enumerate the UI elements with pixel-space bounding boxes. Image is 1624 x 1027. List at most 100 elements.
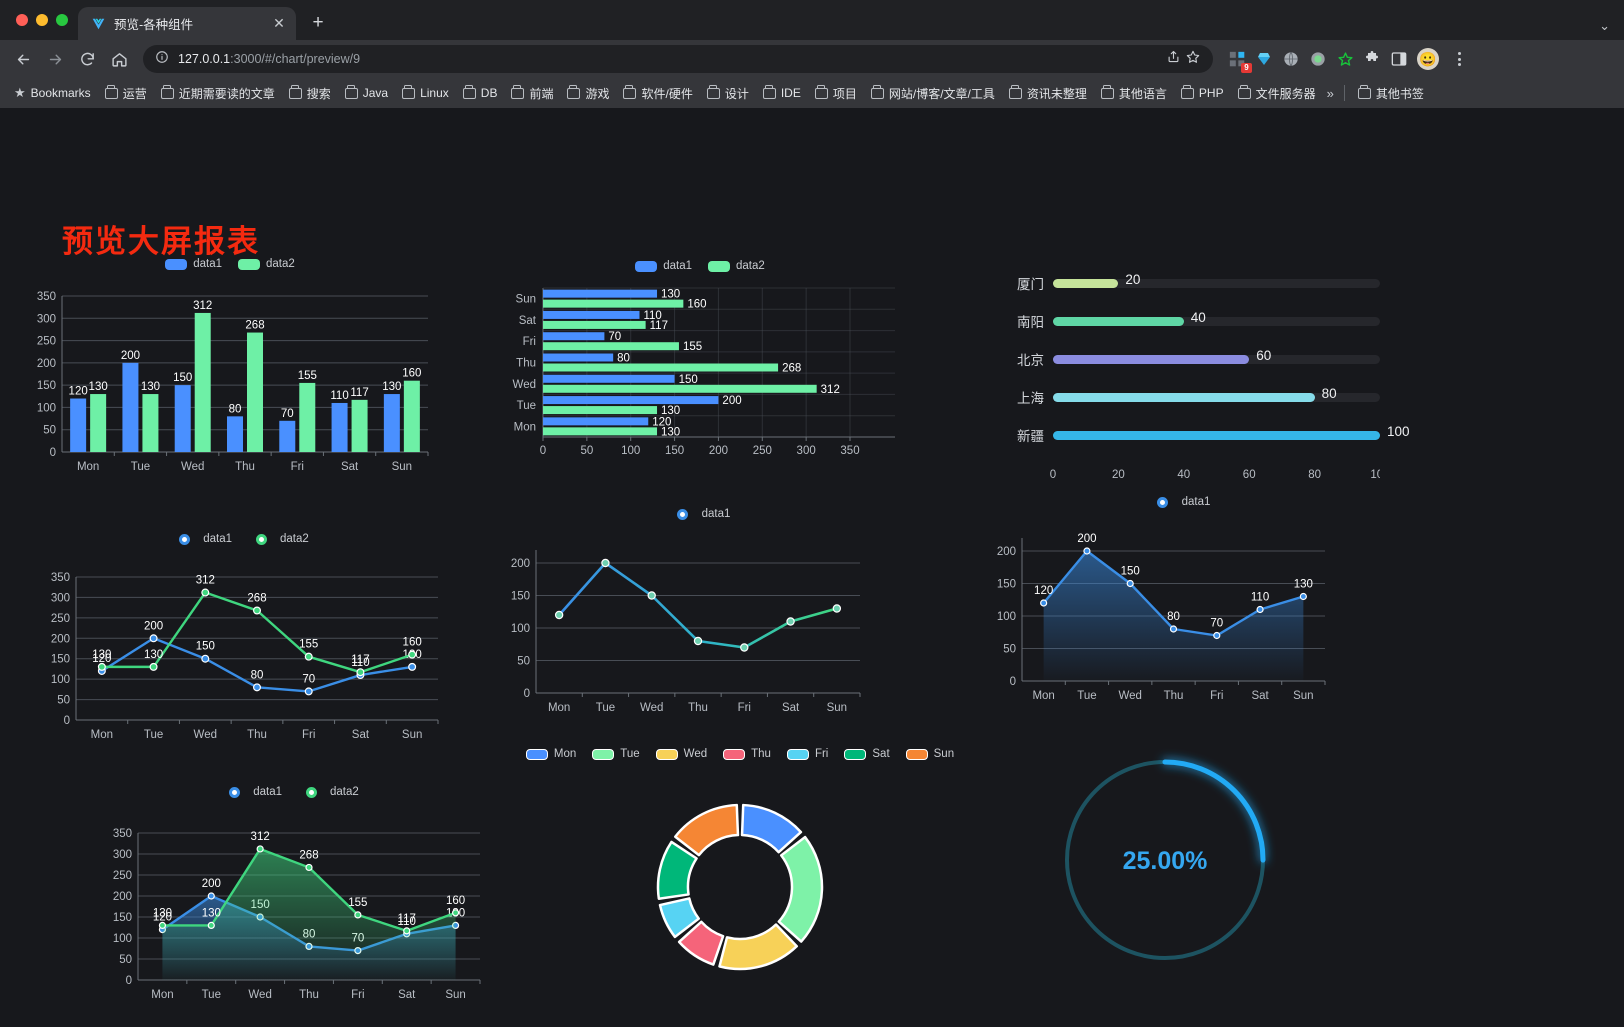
legend-item-data2[interactable]: data2 [298,786,359,798]
bookmark-folder-8[interactable]: 软件/硬件 [616,82,699,105]
diamond-icon[interactable] [1255,50,1273,68]
extension-grid-icon[interactable]: 9 [1228,50,1252,73]
bookmark-label: PHP [1198,86,1224,100]
data-point [601,558,610,568]
bar [543,353,614,362]
legend-line-marker [298,786,324,798]
bookmark-folder-3[interactable]: Java [338,83,395,103]
bookmark-folder-11[interactable]: 项目 [808,82,864,105]
chart-line-two-series: data1 data2 0 50 100 150 200 250 300 350 Mon Tue W… [30,533,450,755]
progress-fill [1053,278,1119,288]
bar [543,417,649,426]
reload-button[interactable] [72,44,102,74]
svg-text:0: 0 [1050,469,1056,481]
window-controls[interactable] [10,0,78,40]
puzzle-icon[interactable] [1363,50,1381,68]
svg-text:Wed: Wed [640,702,663,714]
globe-icon[interactable] [1282,50,1300,68]
data-point [356,668,365,677]
bookmark-folder-4[interactable]: Linux [395,83,456,103]
bookmark-folder-5[interactable]: DB [456,83,505,103]
data-point [403,927,411,935]
browser-tab[interactable]: 预览-各种组件 ✕ [78,7,296,40]
bar [299,382,316,452]
svg-text:Sat: Sat [341,461,359,473]
bookmarks-root[interactable]: ★ Bookmarks [7,82,98,104]
legend-item-sat[interactable]: Sat [844,748,890,760]
bookmark-folder-9[interactable]: 设计 [700,82,756,105]
data-point [354,911,362,919]
legend-item-data2[interactable]: data2 [708,260,765,272]
bookmark-folder-10[interactable]: IDE [756,83,808,103]
kebab-menu-icon[interactable] [1448,52,1470,66]
svg-text:155: 155 [683,341,702,353]
bookmark-star-icon[interactable] [1185,49,1201,70]
close-window-button[interactable] [16,14,28,26]
progress-axis: 0 20 40 60 80 100 [1050,469,1390,481]
legend-item-data1[interactable]: data1 [670,508,730,520]
data-point [304,652,313,661]
bookmark-folder-13[interactable]: 资讯未整理 [1002,82,1094,105]
svg-text:130: 130 [92,649,111,661]
legend-item-wed[interactable]: Wed [655,748,707,760]
svg-text:80: 80 [617,353,630,365]
legend-item-thu[interactable]: Thu [723,748,771,760]
legend-item-data2[interactable]: data2 [248,533,309,545]
svg-text:Fri: Fri [523,336,536,348]
data-point [451,909,460,917]
legend-label: data1 [193,258,222,270]
bookmark-folder-7[interactable]: 游戏 [560,82,616,105]
address-bar[interactable]: 127.0.0.1:3000/#/chart/preview/9 [143,45,1213,73]
bookmark-folder-2[interactable]: 搜索 [282,82,338,105]
svg-text:300: 300 [797,445,816,457]
legend-item-data1[interactable]: data1 [221,786,282,798]
svg-text:Sat: Sat [519,315,537,327]
svg-text:120: 120 [1034,585,1053,597]
legend-item-mon[interactable]: Mon [525,748,576,760]
svg-text:130: 130 [661,289,680,301]
bookmark-folder-16[interactable]: 文件服务器 [1231,82,1323,105]
legend-item-data2[interactable]: data2 [238,258,295,270]
legend-item-tue[interactable]: Tue [592,748,640,760]
bookmark-folder-0[interactable]: 运营 [98,82,154,105]
svg-text:110: 110 [643,310,661,322]
data-point [253,606,262,615]
bookmark-folder-12[interactable]: 网站/博客/文章/工具 [864,82,1002,105]
bookmark-folder-1[interactable]: 近期需要读的文章 [154,82,282,105]
other-bookmarks-folder[interactable]: 其他书签 [1351,82,1431,105]
legend-item-data1[interactable]: data1 [635,260,692,272]
minimize-window-button[interactable] [36,14,48,26]
maximize-window-button[interactable] [56,14,68,26]
legend-label: Thu [751,748,771,760]
legend-item-data1[interactable]: data1 [165,258,222,270]
star-outline-green-icon[interactable] [1336,50,1354,68]
new-tab-button[interactable]: + [312,12,324,33]
svg-text:Sat: Sat [1251,690,1269,702]
sidepanel-icon[interactable] [1390,50,1408,68]
svg-text:Sat: Sat [782,702,800,714]
close-tab-button[interactable]: ✕ [273,15,285,31]
bookmarks-overflow-button[interactable]: » [1326,85,1334,101]
avatar[interactable]: 😀 [1417,48,1439,70]
bookmark-folder-6[interactable]: 前端 [504,82,560,105]
vue-logo-icon [90,16,106,32]
legend-item-data1[interactable]: data1 [171,533,232,545]
bookmark-label: 项目 [832,86,857,101]
bar [403,380,420,452]
home-button[interactable] [104,44,134,74]
svg-text:60: 60 [1243,469,1256,481]
forward-button[interactable] [40,44,70,74]
back-button[interactable] [8,44,38,74]
circle-green-icon[interactable] [1309,50,1327,68]
bar [543,384,817,393]
chevron-down-icon[interactable]: ⌄ [1599,18,1610,33]
url-path: :3000/#/chart/preview/9 [230,52,361,66]
legend-item-sun[interactable]: Sun [905,748,954,760]
share-icon[interactable] [1166,49,1181,69]
bookmark-folder-15[interactable]: PHP [1174,83,1231,103]
legend-item-fri[interactable]: Fri [786,748,828,760]
bookmark-folder-14[interactable]: 其他语言 [1094,82,1174,105]
data-point [201,654,210,663]
legend-item-data1[interactable]: data1 [1150,496,1210,508]
